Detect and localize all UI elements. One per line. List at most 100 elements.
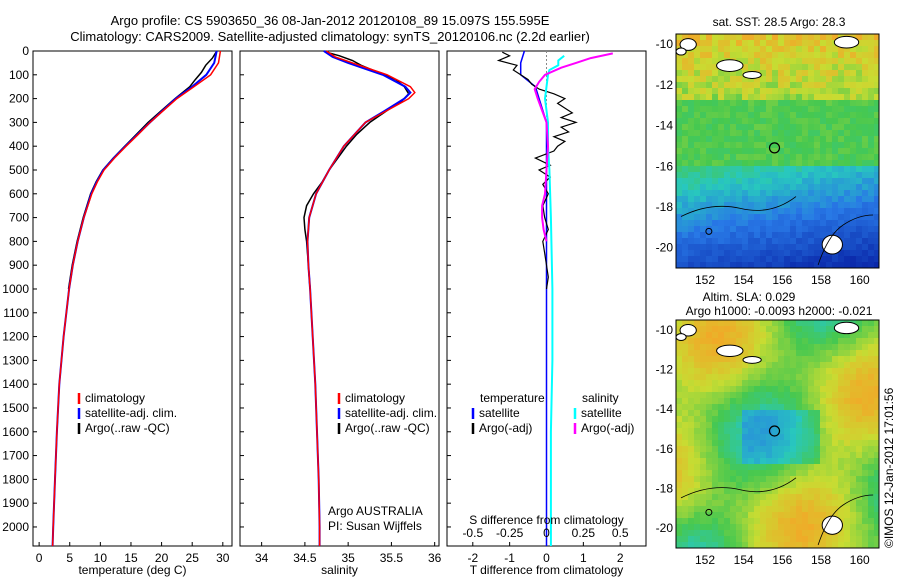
sst-cell bbox=[862, 178, 868, 184]
sst-cell bbox=[700, 148, 706, 154]
sla-cell bbox=[736, 440, 742, 446]
sla-cell bbox=[856, 488, 862, 494]
sla-cell bbox=[676, 344, 682, 350]
sst-cell bbox=[748, 232, 754, 238]
sst-cell bbox=[856, 52, 862, 58]
sst-cell bbox=[796, 226, 802, 232]
sla-cell bbox=[808, 536, 814, 542]
sla-cell bbox=[736, 458, 742, 464]
sla-cell bbox=[844, 338, 850, 344]
sst-cell bbox=[838, 106, 844, 112]
sst-cell bbox=[742, 208, 748, 214]
sla-cell bbox=[778, 326, 784, 332]
sst-cell bbox=[826, 214, 832, 220]
sla-cell bbox=[682, 476, 688, 482]
sst-cell bbox=[838, 160, 844, 166]
sst-cell bbox=[706, 148, 712, 154]
sla-cell bbox=[850, 392, 856, 398]
sla-cell bbox=[832, 542, 838, 548]
sla-cell bbox=[700, 464, 706, 470]
sst-cell bbox=[808, 256, 814, 262]
sla-cell bbox=[676, 476, 682, 482]
sst-cell bbox=[700, 202, 706, 208]
sst-cell bbox=[706, 214, 712, 220]
sst-map-ytick-5: -20 bbox=[656, 241, 674, 255]
diff-legend-temp-title: temperature bbox=[480, 391, 545, 405]
sla-cell bbox=[784, 416, 790, 422]
sla-cell bbox=[814, 470, 820, 476]
sla-cell bbox=[868, 362, 874, 368]
sla-cell bbox=[700, 542, 706, 548]
sla-cell bbox=[808, 470, 814, 476]
sla-cell bbox=[850, 464, 856, 470]
sla-cell bbox=[856, 404, 862, 410]
sla-cell bbox=[778, 446, 784, 452]
sst-cell bbox=[682, 148, 688, 154]
sla-cell bbox=[832, 356, 838, 362]
sla-cell bbox=[766, 404, 772, 410]
sst-cell bbox=[796, 130, 802, 136]
sst-cell bbox=[760, 220, 766, 226]
sla-cell bbox=[700, 482, 706, 488]
sla-cell bbox=[700, 362, 706, 368]
sla-cell bbox=[682, 434, 688, 440]
sla-cell bbox=[856, 368, 862, 374]
sst-cell bbox=[694, 106, 700, 112]
sst-cell bbox=[796, 160, 802, 166]
sst-cell bbox=[862, 64, 868, 70]
sla-cell bbox=[778, 536, 784, 542]
sst-cell bbox=[802, 70, 808, 76]
sst-cell bbox=[766, 106, 772, 112]
sla-cell bbox=[784, 494, 790, 500]
sst-cell bbox=[706, 136, 712, 142]
sst-cell bbox=[748, 262, 754, 268]
sla-cell bbox=[832, 338, 838, 344]
sla-cell bbox=[844, 356, 850, 362]
sla-cell bbox=[820, 494, 826, 500]
sst-cell bbox=[724, 118, 730, 124]
sst-cell bbox=[832, 112, 838, 118]
sst-cell bbox=[814, 130, 820, 136]
sla-cell bbox=[868, 320, 874, 326]
sla-cell bbox=[694, 356, 700, 362]
sla-cell bbox=[754, 410, 760, 416]
sst-cell bbox=[754, 106, 760, 112]
sst-cell bbox=[760, 232, 766, 238]
sla-cell bbox=[784, 542, 790, 548]
sst-cell bbox=[724, 94, 730, 100]
sst-cell bbox=[706, 130, 712, 136]
sst-cell bbox=[814, 178, 820, 184]
sla-cell bbox=[862, 446, 868, 452]
sst-cell bbox=[868, 226, 874, 232]
sst-cell bbox=[676, 250, 682, 256]
sst-cell bbox=[730, 190, 736, 196]
sst-cell bbox=[838, 58, 844, 64]
sst-cell bbox=[682, 184, 688, 190]
sst-cell bbox=[688, 34, 694, 40]
sla-cell bbox=[700, 344, 706, 350]
sla-cell bbox=[754, 338, 760, 344]
sst-cell bbox=[856, 118, 862, 124]
sla-cell bbox=[862, 326, 868, 332]
sla-cell bbox=[676, 530, 682, 536]
sst-cell bbox=[802, 238, 808, 244]
sla-cell bbox=[766, 380, 772, 386]
sla-cell bbox=[802, 404, 808, 410]
sst-cell bbox=[796, 238, 802, 244]
sla-cell bbox=[844, 428, 850, 434]
sla-cell bbox=[802, 524, 808, 530]
sst-cell bbox=[844, 154, 850, 160]
sla-cell bbox=[844, 488, 850, 494]
sst-cell bbox=[778, 40, 784, 46]
sla-cell bbox=[820, 434, 826, 440]
sla-cell bbox=[790, 428, 796, 434]
sst-cell bbox=[826, 100, 832, 106]
sst-cell bbox=[778, 172, 784, 178]
sla-cell bbox=[802, 344, 808, 350]
sla-cell bbox=[790, 440, 796, 446]
sst-cell bbox=[838, 262, 844, 268]
sla-cell bbox=[742, 326, 748, 332]
sst-cell bbox=[784, 172, 790, 178]
sst-cell bbox=[838, 112, 844, 118]
imos-credit: ©IMOS 12-Jan-2012 17:01:56 bbox=[882, 387, 896, 548]
